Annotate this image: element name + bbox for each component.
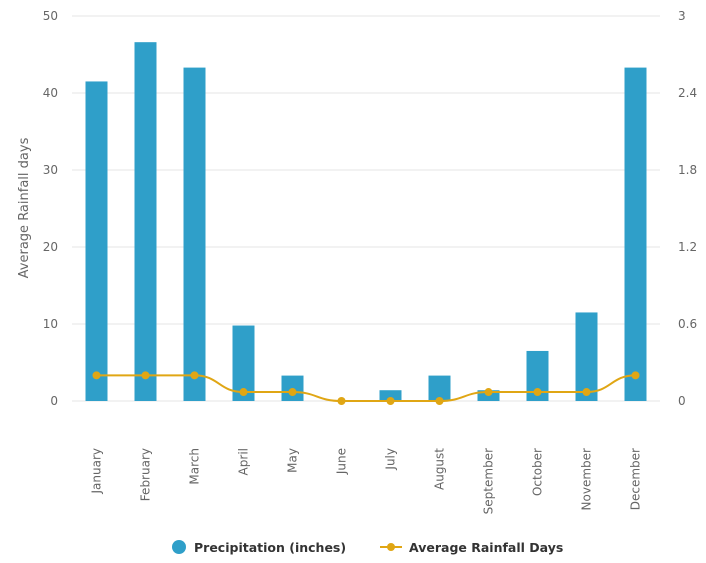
right-y-axis: 0 0.6 1.2 1.8 2.4 3	[678, 9, 697, 408]
right-y-tick-label: 0.6	[678, 317, 697, 331]
left-y-tick-label: 50	[43, 9, 58, 23]
bar-precipitation[interactable]	[183, 67, 206, 401]
right-y-tick-label: 1.8	[678, 163, 697, 177]
point-rainfall-days[interactable]	[435, 397, 444, 405]
bar-precipitation[interactable]	[624, 67, 647, 401]
right-y-tick-label: 1.2	[678, 240, 697, 254]
x-tick-label: November	[580, 448, 594, 510]
point-rainfall-days[interactable]	[337, 397, 346, 405]
gridlines	[72, 15, 660, 402]
x-tick-label: July	[384, 448, 398, 471]
point-rainfall-days[interactable]	[582, 388, 591, 397]
point-rainfall-days[interactable]	[386, 397, 395, 405]
legend-label-precipitation: Precipitation (inches)	[194, 540, 346, 555]
left-y-tick-label: 40	[43, 86, 58, 100]
right-y-tick-label: 3	[678, 9, 686, 23]
line-series	[92, 371, 640, 405]
legend-item-precipitation[interactable]: Precipitation (inches)	[172, 540, 346, 555]
bar-precipitation[interactable]	[526, 350, 549, 401]
point-rainfall-days[interactable]	[484, 388, 493, 397]
x-tick-label: January	[90, 448, 104, 495]
bar-precipitation[interactable]	[379, 390, 402, 401]
legend-item-rainfall-days[interactable]: Average Rainfall Days	[380, 540, 563, 555]
x-tick-label: May	[286, 448, 300, 473]
left-y-tick-label: 0	[50, 394, 58, 408]
point-rainfall-days[interactable]	[190, 371, 199, 380]
right-y-tick-label: 0	[678, 394, 686, 408]
point-rainfall-days[interactable]	[141, 371, 150, 380]
legend: Precipitation (inches) Average Rainfall …	[172, 540, 563, 555]
bar-precipitation[interactable]	[428, 375, 451, 401]
bar-precipitation[interactable]	[575, 312, 598, 401]
x-tick-label: October	[531, 448, 545, 496]
bar-precipitation[interactable]	[232, 325, 255, 401]
right-y-tick-label: 2.4	[678, 86, 697, 100]
x-tick-label: December	[629, 448, 643, 510]
legend-label-rainfall-days: Average Rainfall Days	[409, 540, 563, 555]
point-rainfall-days[interactable]	[631, 371, 640, 380]
point-rainfall-days[interactable]	[239, 388, 248, 397]
y-axis-title: Average Rainfall days	[17, 137, 32, 278]
x-tick-label: August	[433, 448, 447, 490]
point-rainfall-days[interactable]	[533, 388, 542, 397]
x-tick-label: April	[237, 448, 251, 475]
bar-precipitation[interactable]	[134, 42, 157, 402]
legend-swatch-precipitation	[172, 540, 186, 554]
bar-precipitation[interactable]	[85, 81, 108, 401]
left-y-tick-label: 20	[43, 240, 58, 254]
x-tick-label: September	[482, 448, 496, 514]
line-rainfall-days	[96, 374, 636, 402]
point-rainfall-days[interactable]	[288, 388, 297, 397]
left-y-tick-label: 10	[43, 317, 58, 331]
x-tick-label: June	[335, 448, 349, 475]
left-y-axis: 0 10 20 30 40 50	[43, 9, 58, 408]
left-y-tick-label: 30	[43, 163, 58, 177]
legend-marker-rainfall-days	[387, 543, 395, 551]
x-tick-label: March	[188, 448, 202, 485]
bar-series	[85, 42, 647, 402]
point-rainfall-days[interactable]	[92, 371, 101, 380]
x-axis: January February March April May June July Augu…	[90, 448, 643, 515]
x-tick-label: February	[139, 448, 153, 501]
